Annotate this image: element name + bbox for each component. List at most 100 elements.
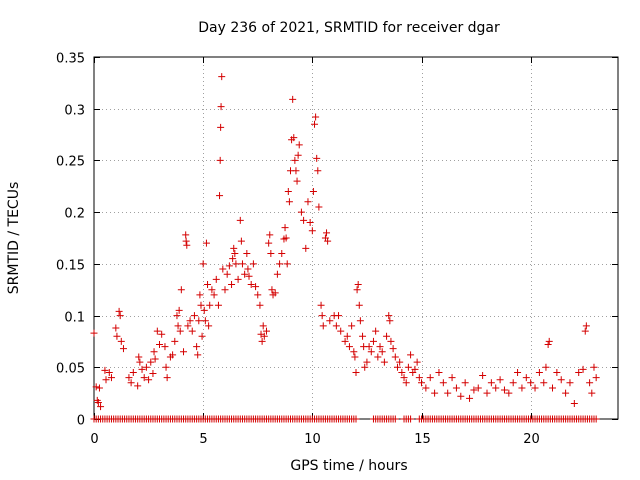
data-point	[186, 317, 194, 325]
x-axis-label: GPS time / hours	[290, 458, 407, 474]
data-point	[177, 286, 185, 294]
data-point	[295, 141, 303, 149]
data-point	[256, 301, 264, 309]
data-point	[549, 384, 556, 392]
data-point	[190, 312, 198, 320]
data-point	[117, 337, 125, 345]
data-point	[562, 389, 570, 397]
data-point	[398, 368, 406, 376]
data-point	[323, 229, 331, 237]
data-point	[216, 192, 224, 200]
data-point	[176, 327, 184, 335]
data-point	[531, 384, 539, 392]
data-point	[581, 327, 589, 335]
data-point	[161, 343, 169, 351]
data-point	[372, 327, 380, 335]
data-point	[402, 379, 410, 387]
data-point	[150, 348, 158, 356]
data-point	[276, 260, 284, 268]
data-point	[435, 368, 443, 376]
data-point	[188, 327, 196, 335]
data-point	[407, 351, 415, 359]
y-tick-label: 0.25	[56, 155, 85, 170]
data-point	[273, 270, 281, 278]
y-tick-label: 0.3	[64, 104, 85, 119]
data-point	[496, 376, 504, 384]
data-point	[352, 368, 360, 376]
data-point	[294, 151, 302, 159]
data-point	[285, 198, 293, 206]
data-point	[418, 379, 425, 387]
data-point	[411, 365, 419, 373]
data-point	[345, 343, 353, 351]
axis-ticks: 0 0.05 0.1 0.15 0.2 0.25 0.3 0.35 0 5 10 15 20	[56, 52, 618, 447]
data-point	[158, 330, 166, 338]
data-point	[238, 260, 246, 268]
data-point-zero	[592, 415, 600, 423]
data-point	[592, 374, 600, 382]
data-point	[313, 154, 321, 162]
y-tick-label: 0.35	[56, 52, 85, 67]
data-point	[540, 379, 548, 387]
data-point	[312, 113, 320, 121]
data-point	[153, 327, 161, 335]
data-point	[487, 379, 495, 387]
data-point	[308, 227, 316, 235]
data-point	[380, 358, 388, 366]
data-point	[542, 363, 550, 371]
data-point	[266, 231, 274, 239]
data-point	[337, 327, 345, 335]
data-point-zero	[352, 415, 360, 423]
data-point	[204, 281, 212, 289]
data-point-zero	[407, 415, 415, 423]
data-point	[302, 244, 310, 252]
data-point	[383, 332, 391, 340]
data-point	[241, 270, 249, 278]
data-point	[271, 289, 279, 297]
data-point	[221, 286, 229, 294]
data-point	[102, 376, 110, 384]
data-point	[317, 301, 325, 309]
data-point	[97, 403, 105, 411]
data-point	[169, 351, 177, 359]
data-point	[208, 286, 216, 294]
data-point	[262, 327, 270, 335]
data-point	[400, 374, 408, 382]
data-point	[374, 353, 382, 361]
data-point	[281, 224, 289, 232]
data-point	[245, 272, 253, 280]
data-point	[479, 372, 487, 380]
data-point	[385, 312, 393, 320]
data-point	[182, 237, 190, 245]
data-point	[324, 237, 332, 245]
data-point	[229, 255, 237, 263]
data-point	[259, 322, 267, 330]
data-point	[590, 363, 598, 371]
data-point	[311, 120, 319, 128]
data-point	[247, 281, 255, 289]
y-axis-label: SRMTID / TECUs	[6, 182, 22, 295]
data-point	[527, 379, 535, 387]
data-point	[115, 307, 123, 315]
data-point	[265, 239, 273, 247]
data-point	[292, 167, 300, 175]
data-point	[413, 358, 421, 366]
data-point	[326, 317, 334, 325]
data-point	[217, 103, 225, 111]
data-point	[105, 368, 113, 376]
data-point	[214, 301, 222, 309]
data-point	[201, 317, 209, 325]
data-point	[94, 398, 102, 406]
data-point	[217, 123, 225, 131]
data-point	[522, 374, 530, 382]
data-point	[206, 301, 214, 309]
data-point	[514, 368, 522, 376]
data-point	[422, 384, 430, 392]
data-point	[586, 379, 594, 387]
y-tick-label: 0.15	[56, 259, 85, 274]
data-point	[353, 286, 361, 294]
data-point	[258, 337, 266, 345]
data-point	[183, 241, 191, 249]
data-point	[582, 322, 590, 330]
